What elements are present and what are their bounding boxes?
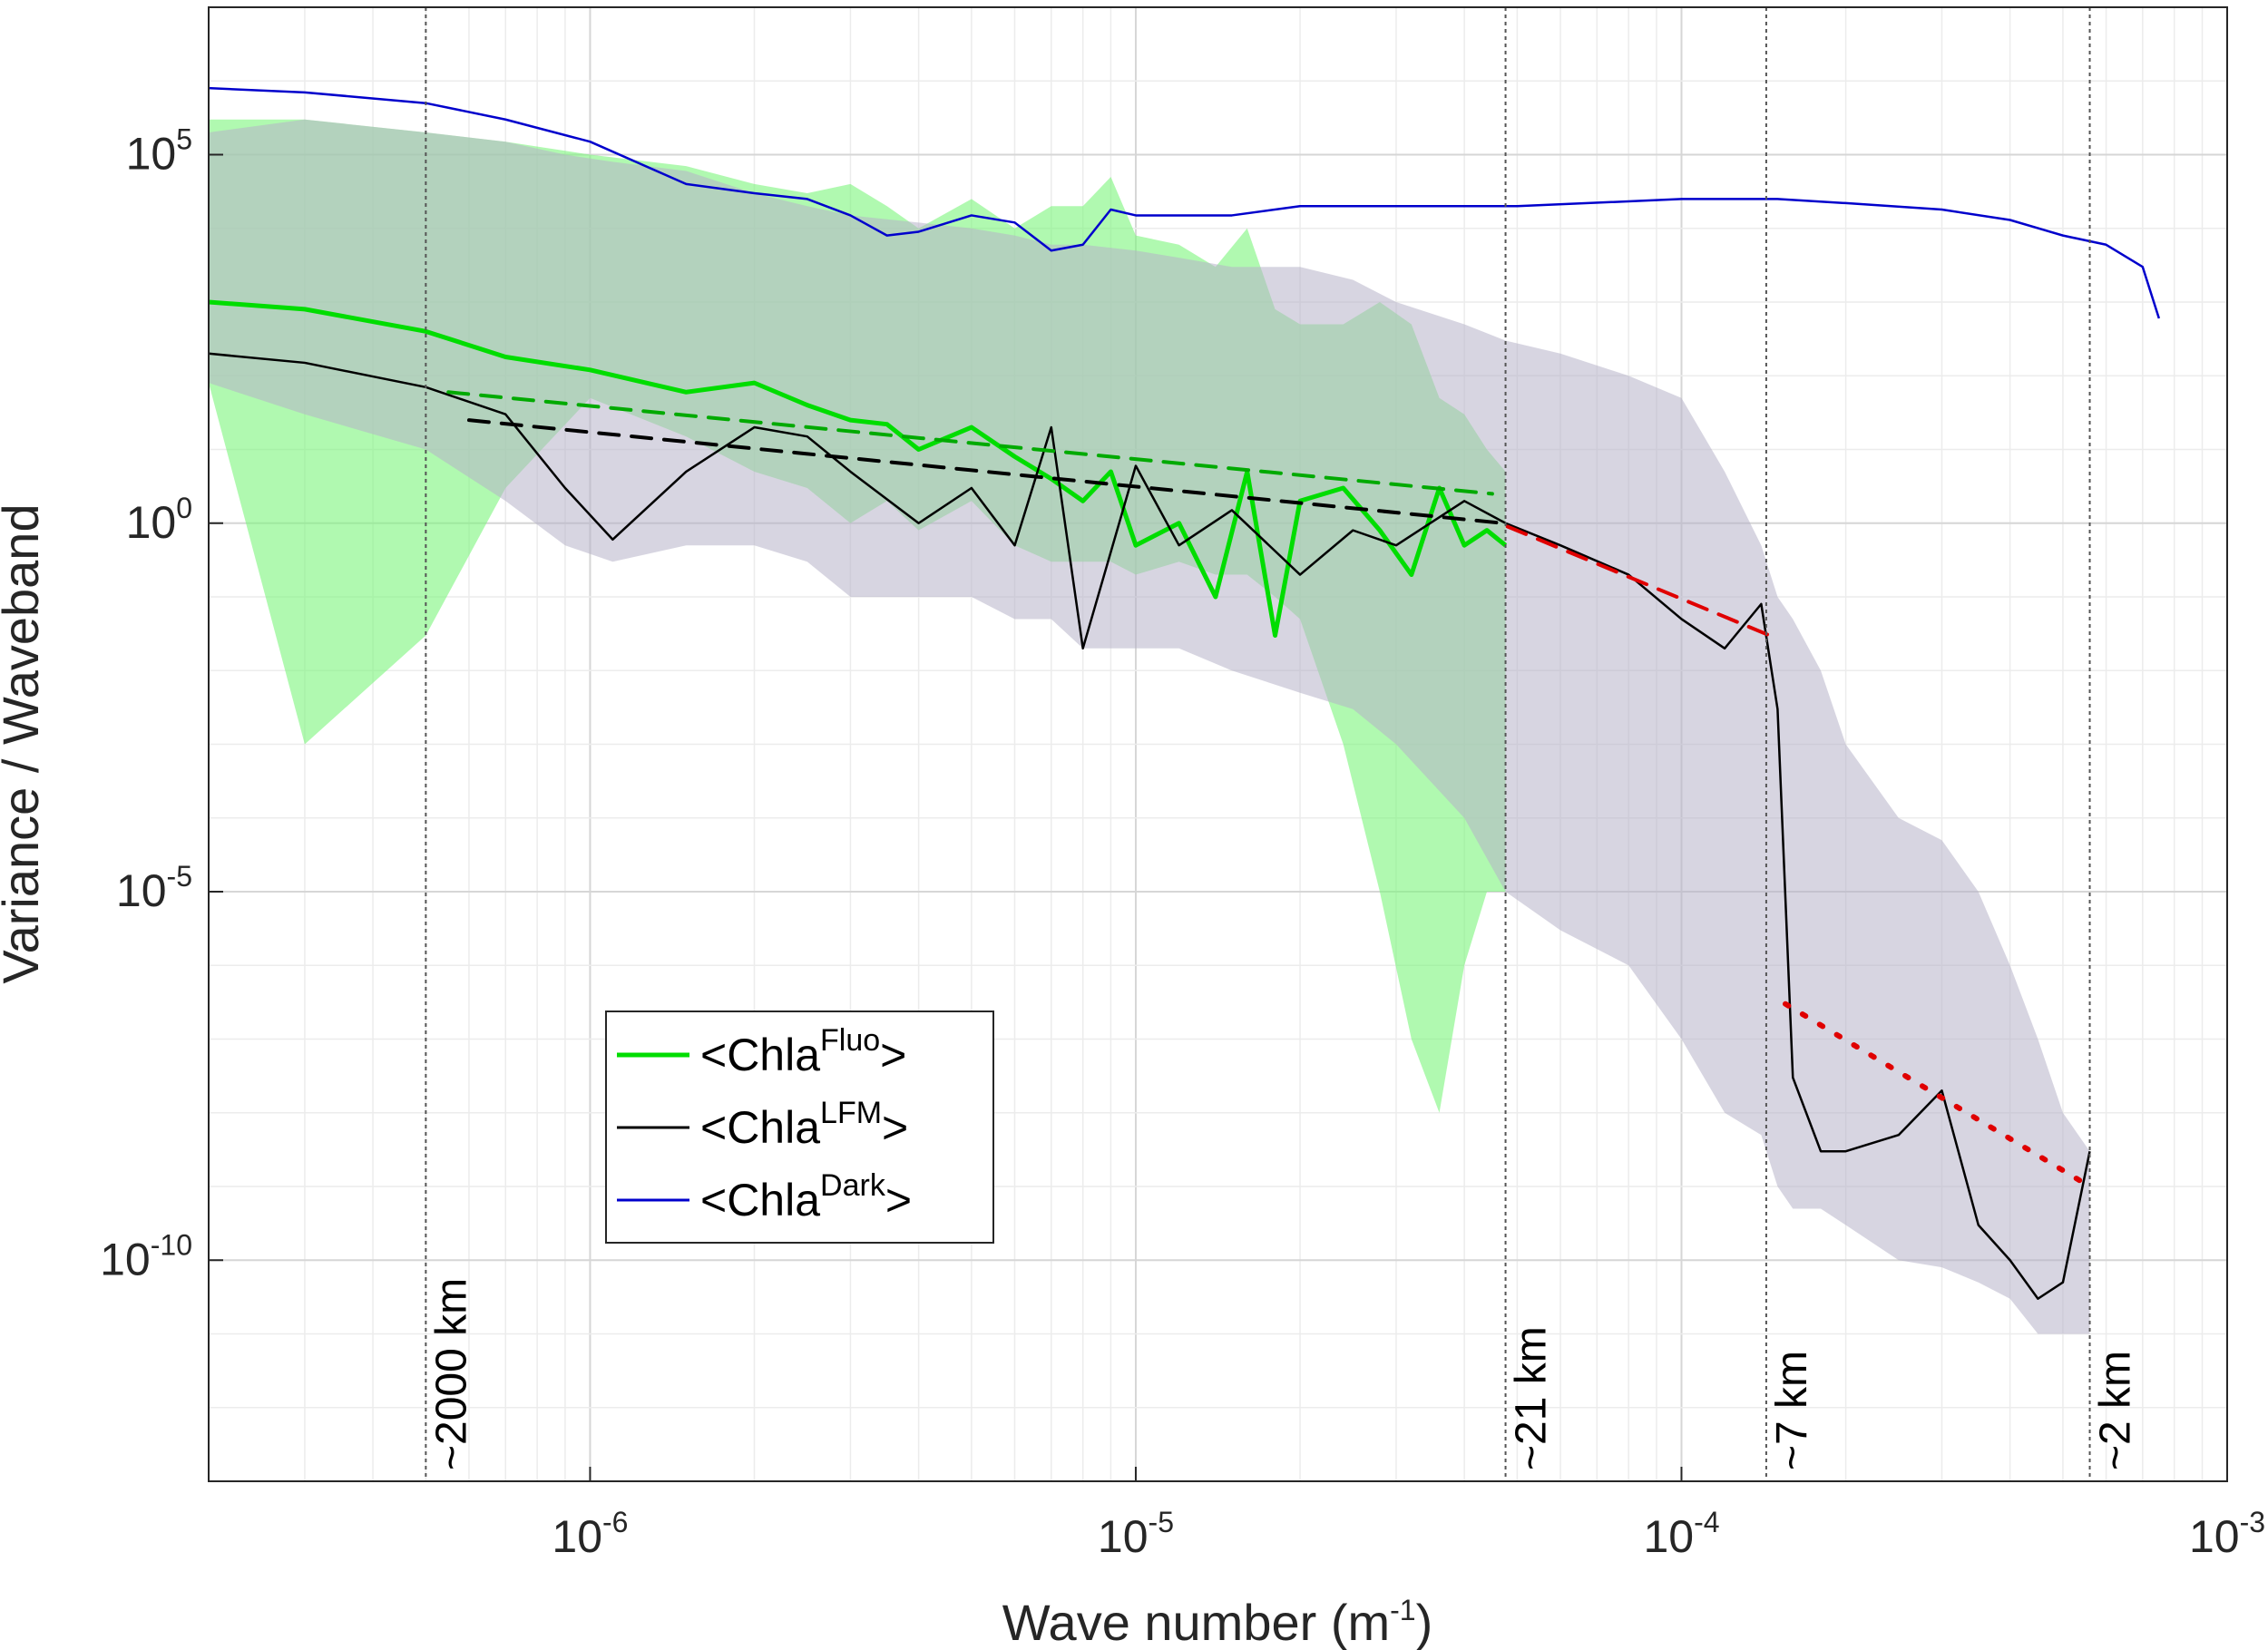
x-tick-label-0: 10-6 bbox=[552, 1506, 628, 1562]
fit-line-fluo bbox=[446, 390, 1494, 496]
x-axis-label: Wave number (m-1) bbox=[1002, 1594, 1432, 1650]
line-chla-lfm bbox=[208, 352, 2091, 1300]
line-chla-fluo bbox=[208, 299, 1508, 638]
envelope-bands bbox=[209, 119, 2090, 1334]
fit-line-lfm bbox=[466, 418, 1505, 525]
band-lfm bbox=[209, 119, 2090, 1334]
fit-line-lfm-mid bbox=[1505, 524, 1772, 638]
series-lines bbox=[208, 86, 2161, 1300]
reference-label-0: ~2000 km bbox=[427, 1278, 475, 1470]
legend: <ChlaFluo> <ChlaLFM> <ChlaDark> bbox=[605, 1011, 994, 1244]
fit-lines bbox=[446, 390, 2093, 1189]
y-tick-label-2: 10-5 bbox=[116, 860, 192, 916]
y-axis-label: Variance / Waveband bbox=[0, 503, 49, 983]
axis-ticks: 10-6 10-5 10-4 10-3 105 100 10-5 10-10 bbox=[100, 123, 2265, 1563]
reference-lines: ~2000 km ~21 km ~7 km ~2 km bbox=[425, 7, 2140, 1481]
legend-label-lfm: <ChlaLFM> bbox=[700, 1096, 908, 1153]
reference-label-3: ~2 km bbox=[2092, 1351, 2140, 1470]
x-tick-label-2: 10-4 bbox=[1643, 1506, 1719, 1562]
x-tick-label-1: 10-5 bbox=[1098, 1506, 1174, 1562]
reference-label-1: ~21 km bbox=[1508, 1326, 1556, 1470]
y-tick-label-3: 10-10 bbox=[100, 1228, 192, 1284]
y-tick-label-0: 105 bbox=[126, 123, 192, 180]
legend-label-fluo: <ChlaFluo> bbox=[700, 1023, 906, 1080]
x-tick-label-3: 10-3 bbox=[2189, 1506, 2265, 1562]
fit-line-lfm-high bbox=[1782, 1001, 2093, 1189]
plot-frame bbox=[208, 6, 2228, 1482]
reference-label-2: ~7 km bbox=[1768, 1351, 1816, 1470]
legend-label-dark: <ChlaDark> bbox=[700, 1168, 912, 1225]
y-tick-label-1: 100 bbox=[126, 492, 192, 548]
line-chla-dark bbox=[208, 86, 2161, 319]
